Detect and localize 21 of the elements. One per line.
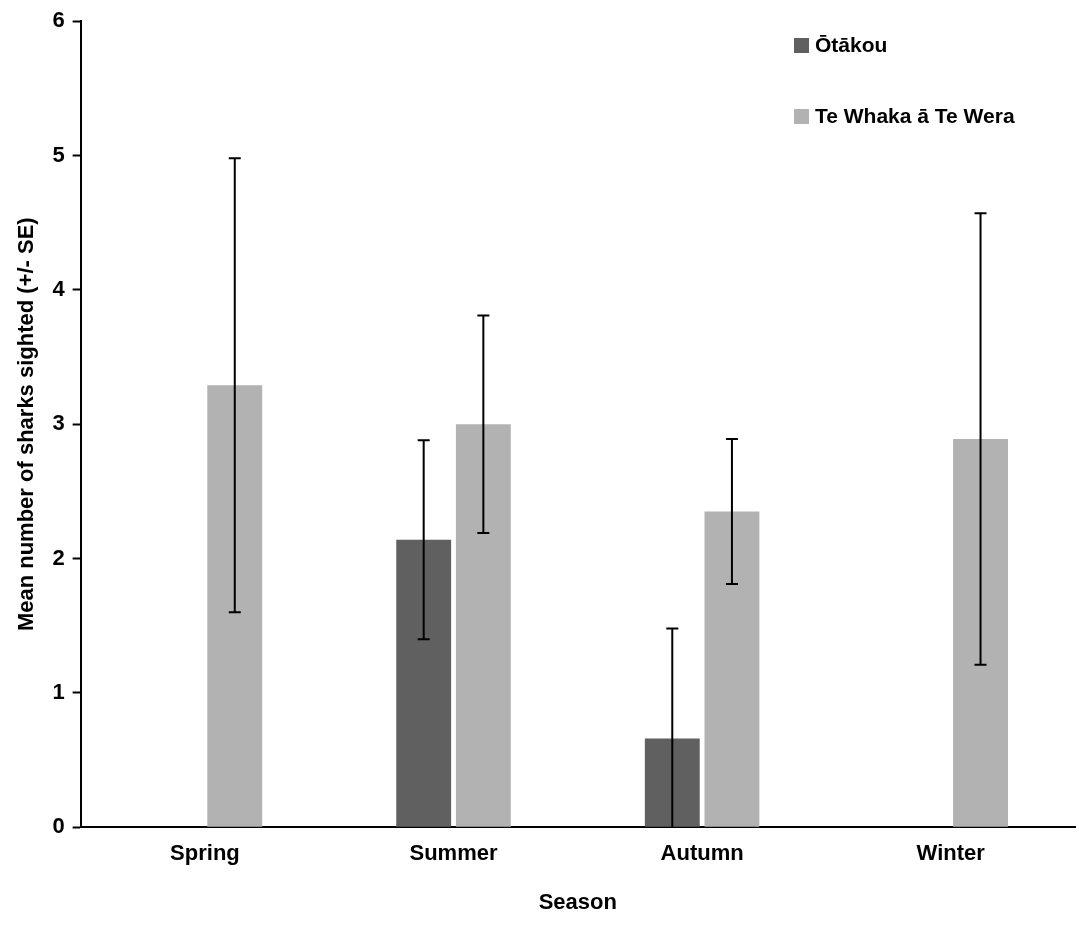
- bar: [207, 385, 263, 827]
- y-axis-title: Mean number of sharks sighted (+/- SE): [13, 217, 39, 632]
- y-tick-label: 0: [52, 813, 65, 839]
- y-tick-label: 1: [52, 678, 65, 704]
- x-tick-label: Autumn: [660, 840, 744, 866]
- x-tick-label: Spring: [170, 840, 240, 866]
- bar: [396, 539, 452, 827]
- y-tick-label: 6: [52, 7, 65, 33]
- x-tick-label: Summer: [409, 840, 498, 866]
- bar: [953, 438, 1008, 827]
- x-tick-label: Winter: [916, 840, 986, 866]
- legend-label: Ōtākou: [815, 33, 888, 58]
- y-tick-label: 4: [52, 275, 66, 301]
- y-tick-label: 2: [52, 544, 65, 570]
- bar: [644, 738, 700, 827]
- y-tick-label: 5: [52, 141, 65, 167]
- bar: [455, 424, 511, 827]
- x-axis-title: Season: [538, 888, 617, 914]
- y-tick-label: 3: [52, 410, 65, 436]
- legend-label: Te Whaka ā Te Wera: [815, 104, 1015, 129]
- bar: [704, 511, 760, 827]
